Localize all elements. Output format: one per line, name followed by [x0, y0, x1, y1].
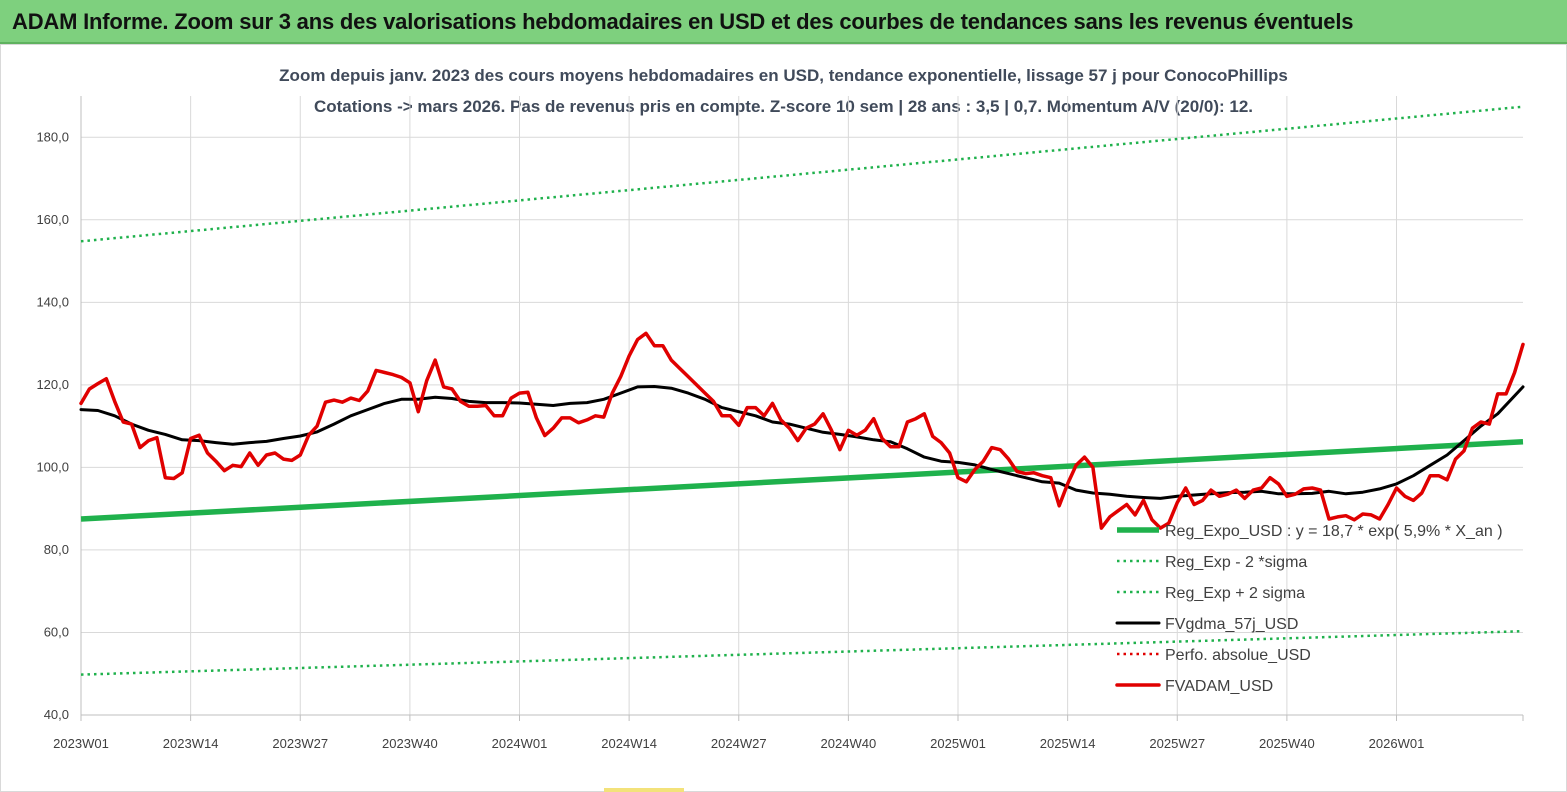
x-tick-label: 2024W14 — [601, 736, 657, 751]
report-title: ADAM Informe. Zoom sur 3 ans des valoris… — [12, 9, 1354, 34]
x-tick-label: 2025W27 — [1149, 736, 1205, 751]
x-tick-label: 2026W01 — [1369, 736, 1425, 751]
x-tick-label: 2023W01 — [53, 736, 109, 751]
series-line-fvadam-usd — [79, 331, 1525, 530]
y-tick-label: 80,0 — [44, 542, 69, 557]
series-line-reg-exp-2-sigma — [80, 105, 1524, 243]
x-tick-label: 2024W01 — [492, 736, 548, 751]
series-line-reg-expo-usd-y-18-7-exp-5-9-x-an — [80, 439, 1524, 522]
legend-label: FVgdma_57j_USD — [1165, 616, 1298, 633]
x-tick-label: 2025W01 — [930, 736, 986, 751]
x-tick-label: 2023W14 — [163, 736, 219, 751]
y-tick-label: 120,0 — [36, 377, 69, 392]
chart-title: Zoom depuis janv. 2023 des cours moyens … — [279, 66, 1288, 85]
x-tick-label: 2025W14 — [1040, 736, 1096, 751]
legend-label: Reg_Exp - 2 *sigma — [1165, 554, 1307, 571]
bottom-accent-bar — [604, 788, 684, 792]
report-banner: ADAM Informe. Zoom sur 3 ans des valoris… — [0, 0, 1567, 44]
x-tick-label: 2025W40 — [1259, 736, 1315, 751]
legend-label: Perfo. absolue_USD — [1165, 647, 1311, 664]
legend-label: Reg_Expo_USD : y = 18,7 * exp( 5,9% * X_… — [1165, 523, 1503, 540]
x-tick-label: 2023W27 — [272, 736, 328, 751]
y-tick-label: 40,0 — [44, 707, 69, 722]
series-line-fvgdma-57j-usd — [79, 385, 1525, 500]
x-tick-label: 2023W40 — [382, 736, 438, 751]
y-tick-label: 60,0 — [44, 624, 69, 639]
y-tick-label: 180,0 — [36, 129, 69, 144]
legend-label: Reg_Exp + 2 sigma — [1165, 585, 1305, 602]
legend-label: FVADAM_USD — [1165, 678, 1273, 695]
x-tick-label: 2024W27 — [711, 736, 767, 751]
x-tick-label: 2024W40 — [821, 736, 877, 751]
y-tick-label: 140,0 — [36, 294, 69, 309]
y-tick-label: 100,0 — [36, 459, 69, 474]
chart-subtitle: Cotations -> mars 2026. Pas de revenus p… — [313, 97, 1254, 116]
y-tick-label: 160,0 — [36, 212, 69, 227]
